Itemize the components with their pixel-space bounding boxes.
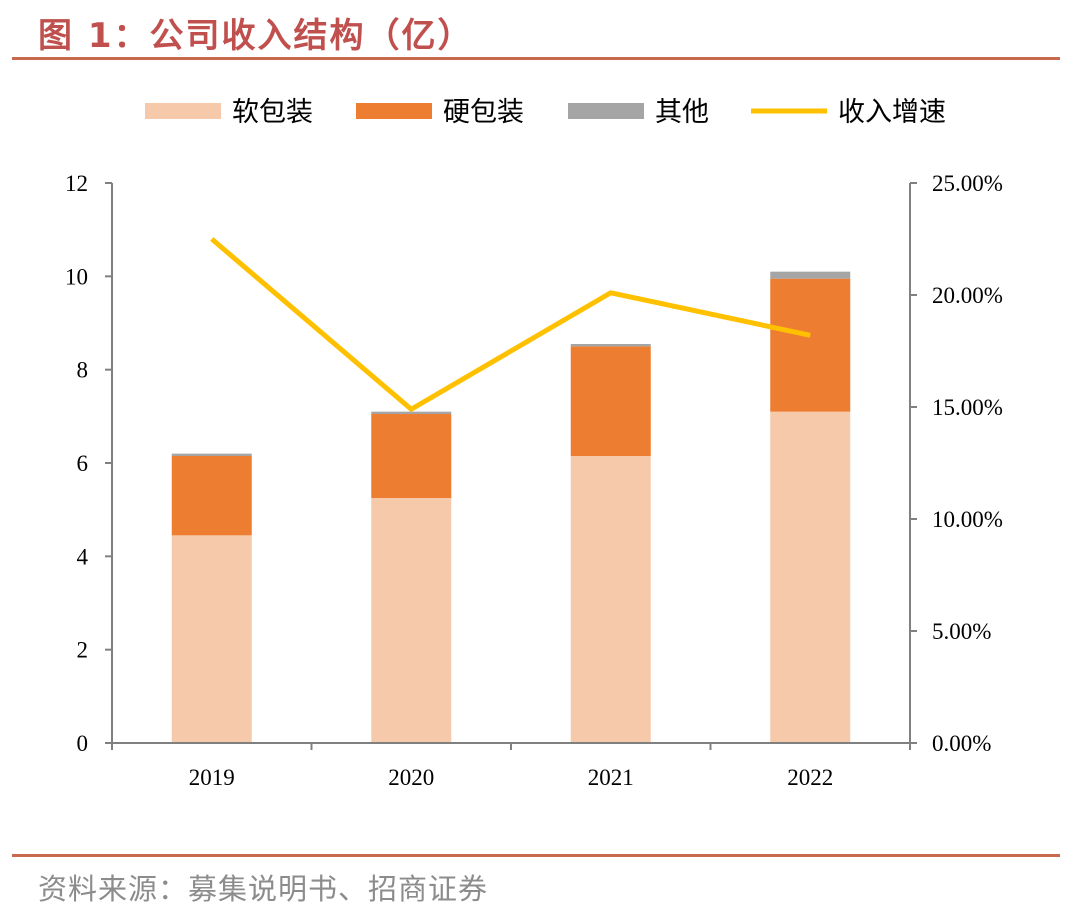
bar-1-2021 [570,346,651,456]
bar-0-2021 [570,456,651,743]
bar-0-2020 [371,498,452,743]
x-tick-label-2021: 2021 [588,765,634,790]
bar-1-2022 [770,278,851,412]
right-tick-label: 25.00% [932,171,1003,196]
growth-line-group [210,237,811,412]
source-note: 资料来源：募集说明书、招商证券 [38,872,489,906]
left-tick-label: 10 [65,264,88,289]
bar-1-2019 [171,456,252,536]
bar-2-2021 [570,344,651,347]
legend-swatch-2 [568,103,644,119]
source-divider [12,854,1060,857]
left-tick-label: 2 [77,638,89,663]
chart-axes: 0 2 4 6 8 10 12 0.00% 5.00% 10.00% 15.00% 20.00% 25.… [65,171,1003,790]
x-tick-label-2019: 2019 [189,765,235,790]
left-tick-label: 8 [77,358,89,383]
right-tick-label: 0.00% [932,731,991,756]
chart-legend: 软包装 硬包装 其他 收入增速 [145,97,946,128]
x-tick-label-2022: 2022 [787,765,833,790]
figure-title: 图 1：公司收入结构（亿） [38,16,474,56]
legend-label-1: 硬包装 [443,97,524,128]
left-tick-label: 4 [77,544,89,569]
left-tick-label: 0 [77,731,89,756]
bar-2-2022 [770,271,851,279]
bar-2-2020 [371,411,452,414]
bar-2-2019 [171,453,252,456]
left-tick-label: 12 [65,171,88,196]
right-tick-label: 5.00% [932,619,991,644]
right-tick-label: 20.00% [932,283,1003,308]
bar-0-2019 [171,535,252,743]
right-tick-label: 15.00% [932,395,1003,420]
bar-1-2020 [371,414,452,498]
legend-swatch-1 [356,103,432,119]
bar-0-2022 [770,411,851,743]
legend-swatch-0 [145,103,221,119]
bar-series-group [171,271,851,743]
title-divider [12,57,1060,60]
legend-label-0: 软包装 [232,97,313,128]
line-series-0 [210,237,811,412]
left-tick-label: 6 [77,451,89,476]
legend-label-2: 其他 [655,97,709,128]
x-tick-label-2020: 2020 [388,765,434,790]
right-tick-label: 10.00% [932,507,1003,532]
legend-label-3: 收入增速 [838,97,946,128]
